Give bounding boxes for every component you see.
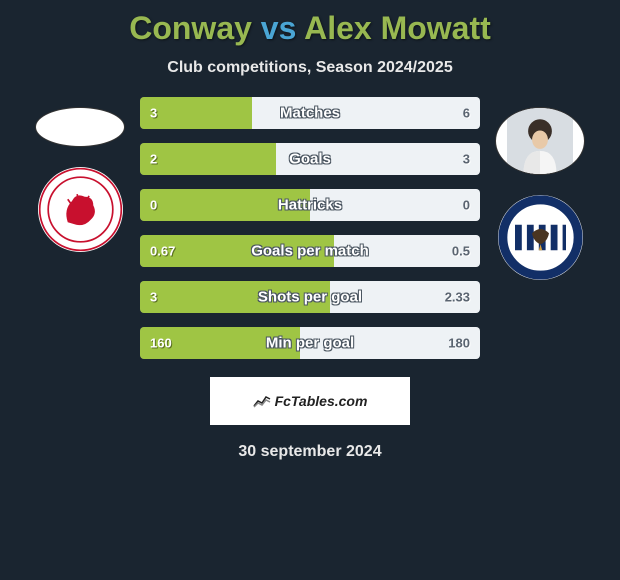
west-brom-crest-icon xyxy=(498,195,583,280)
bar-right-value: 180 xyxy=(448,336,470,351)
comparison-widget: Conway vs Alex Mowatt Club competitions,… xyxy=(0,0,620,461)
title-vs: vs xyxy=(261,10,297,46)
stat-bar: 160 180 Min per goal xyxy=(140,327,480,359)
page-title: Conway vs Alex Mowatt xyxy=(0,10,620,47)
silhouette-icon xyxy=(36,108,124,146)
bar-left-value: 160 xyxy=(150,336,172,351)
stats-bars: 3 6 Matches 2 3 Goals 0 0 Hattricks 0.67 0.5 Goals … xyxy=(140,97,480,359)
bar-left-value: 3 xyxy=(150,290,157,305)
bar-label: Min per goal xyxy=(266,335,354,352)
middlesbrough-crest-icon xyxy=(38,167,123,252)
left-player-column xyxy=(20,97,140,252)
bar-right-value: 2.33 xyxy=(445,290,470,305)
bar-label: Goals xyxy=(289,151,331,168)
bar-label: Shots per goal xyxy=(258,289,362,306)
bar-left-value: 3 xyxy=(150,106,157,121)
left-player-avatar xyxy=(35,107,125,147)
main-layout: 3 6 Matches 2 3 Goals 0 0 Hattricks 0.67 0.5 Goals … xyxy=(0,97,620,359)
bar-left-fill xyxy=(140,143,276,175)
watermark[interactable]: FcTables.com xyxy=(210,377,410,425)
bar-left-value: 0.67 xyxy=(150,244,175,259)
right-club-logo xyxy=(498,195,583,280)
stat-bar: 3 6 Matches xyxy=(140,97,480,129)
stat-bar: 2 3 Goals xyxy=(140,143,480,175)
bar-left-value: 0 xyxy=(150,198,157,213)
stat-bar: 3 2.33 Shots per goal xyxy=(140,281,480,313)
bar-label: Goals per match xyxy=(251,243,369,260)
right-player-column xyxy=(480,97,600,280)
stat-bar: 0.67 0.5 Goals per match xyxy=(140,235,480,267)
bar-right-value: 0.5 xyxy=(452,244,470,259)
bar-right-value: 6 xyxy=(463,106,470,121)
date-text: 30 september 2024 xyxy=(0,443,620,461)
bar-right-value: 0 xyxy=(463,198,470,213)
bar-label: Matches xyxy=(280,105,340,122)
right-player-avatar xyxy=(495,107,585,175)
chart-icon xyxy=(253,394,271,408)
stat-bar: 0 0 Hattricks xyxy=(140,189,480,221)
player-photo-icon xyxy=(496,108,584,174)
watermark-text: FcTables.com xyxy=(275,393,368,409)
title-left: Conway xyxy=(129,10,252,46)
left-club-logo xyxy=(38,167,123,252)
subtitle: Club competitions, Season 2024/2025 xyxy=(0,59,620,77)
bar-right-value: 3 xyxy=(463,152,470,167)
bar-left-value: 2 xyxy=(150,152,157,167)
bar-label: Hattricks xyxy=(278,197,342,214)
title-right: Alex Mowatt xyxy=(304,10,491,46)
